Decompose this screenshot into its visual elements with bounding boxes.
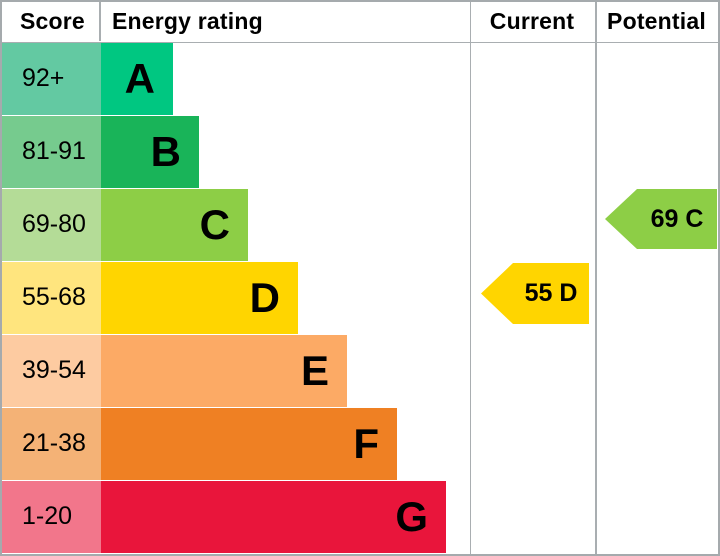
score-range-label: 81-91 xyxy=(22,137,86,166)
chart-header: Score Energy rating Current Potential xyxy=(2,2,718,43)
potential-rating-arrow: 69 C xyxy=(605,189,717,249)
score-column-divider xyxy=(99,2,101,41)
score-range-label: 21-38 xyxy=(22,429,86,458)
band-row-d: 55-68 D xyxy=(2,262,718,334)
score-cell: 81-91 xyxy=(2,116,101,188)
band-row-a: 92+ A xyxy=(2,43,718,115)
score-range-label: 69-80 xyxy=(22,210,86,239)
band-bar: D xyxy=(101,262,298,334)
score-cell: 69-80 xyxy=(2,189,101,261)
band-bar: B xyxy=(101,116,199,188)
band-bar: F xyxy=(101,408,397,480)
current-column-divider xyxy=(469,2,471,554)
band-letter: C xyxy=(199,200,230,248)
column-header-current: Current xyxy=(489,8,575,34)
column-header-potential: Potential xyxy=(607,8,706,34)
potential-rating-label: 69 C xyxy=(650,204,704,233)
band-letter: D xyxy=(249,273,280,321)
band-bar: G xyxy=(101,481,446,553)
band-letter: E xyxy=(300,346,329,394)
band-row-e: 39-54 E xyxy=(2,335,718,407)
band-bar: C xyxy=(101,189,248,261)
band-letter: B xyxy=(150,127,181,175)
potential-column-divider xyxy=(595,2,597,554)
band-row-g: 1-20 G xyxy=(2,481,718,553)
column-header-energy-rating: Energy rating xyxy=(112,8,263,34)
band-bar: E xyxy=(101,335,347,407)
score-range-label: 1-20 xyxy=(22,502,73,531)
band-row-f: 21-38 F xyxy=(2,408,718,480)
score-range-label: 55-68 xyxy=(22,283,86,312)
column-header-score: Score xyxy=(20,8,85,34)
band-letter: A xyxy=(124,54,155,102)
score-cell: 21-38 xyxy=(2,408,101,480)
band-row-b: 81-91 B xyxy=(2,116,718,188)
band-bar: A xyxy=(101,43,173,115)
score-range-label: 39-54 xyxy=(22,356,86,385)
band-row-c: 69-80 C xyxy=(2,189,718,261)
current-rating-label: 55 D xyxy=(524,279,578,307)
score-cell: 55-68 xyxy=(2,262,101,334)
score-range-label: 92+ xyxy=(22,64,65,93)
score-cell: 1-20 xyxy=(2,481,101,553)
score-cell: 39-54 xyxy=(2,335,101,407)
score-cell: 92+ xyxy=(2,43,101,115)
band-letter: G xyxy=(395,492,428,540)
band-letter: F xyxy=(353,419,379,467)
